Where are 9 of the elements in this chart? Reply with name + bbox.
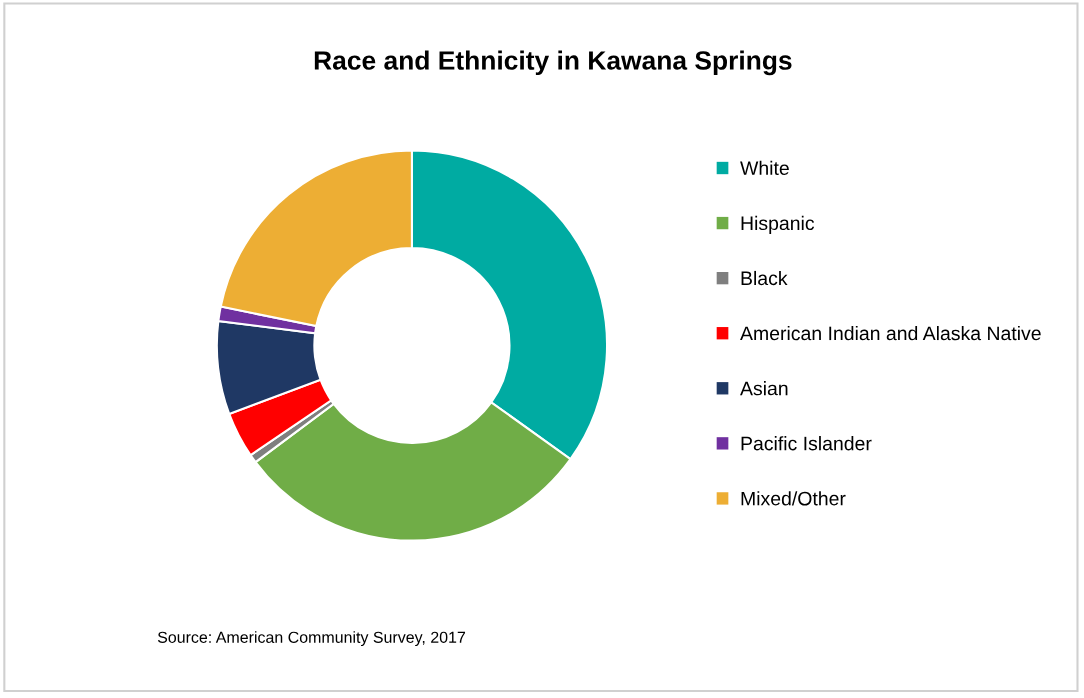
legend-label: American Indian and Alaska Native (740, 325, 1041, 341)
legend-label: White (740, 160, 789, 176)
legend-label: Mixed/Other (741, 491, 846, 506)
legend-label: Pacific Islander (741, 436, 872, 451)
legend-label: Hispanic (741, 215, 815, 234)
legend-label: Black (741, 270, 788, 286)
source-note: Source: American Community Survey, 2017 (157, 631, 466, 647)
legend-label: Asian (740, 381, 788, 396)
chart-title: Race and Ethnicity in Kawana Springs (314, 50, 792, 76)
